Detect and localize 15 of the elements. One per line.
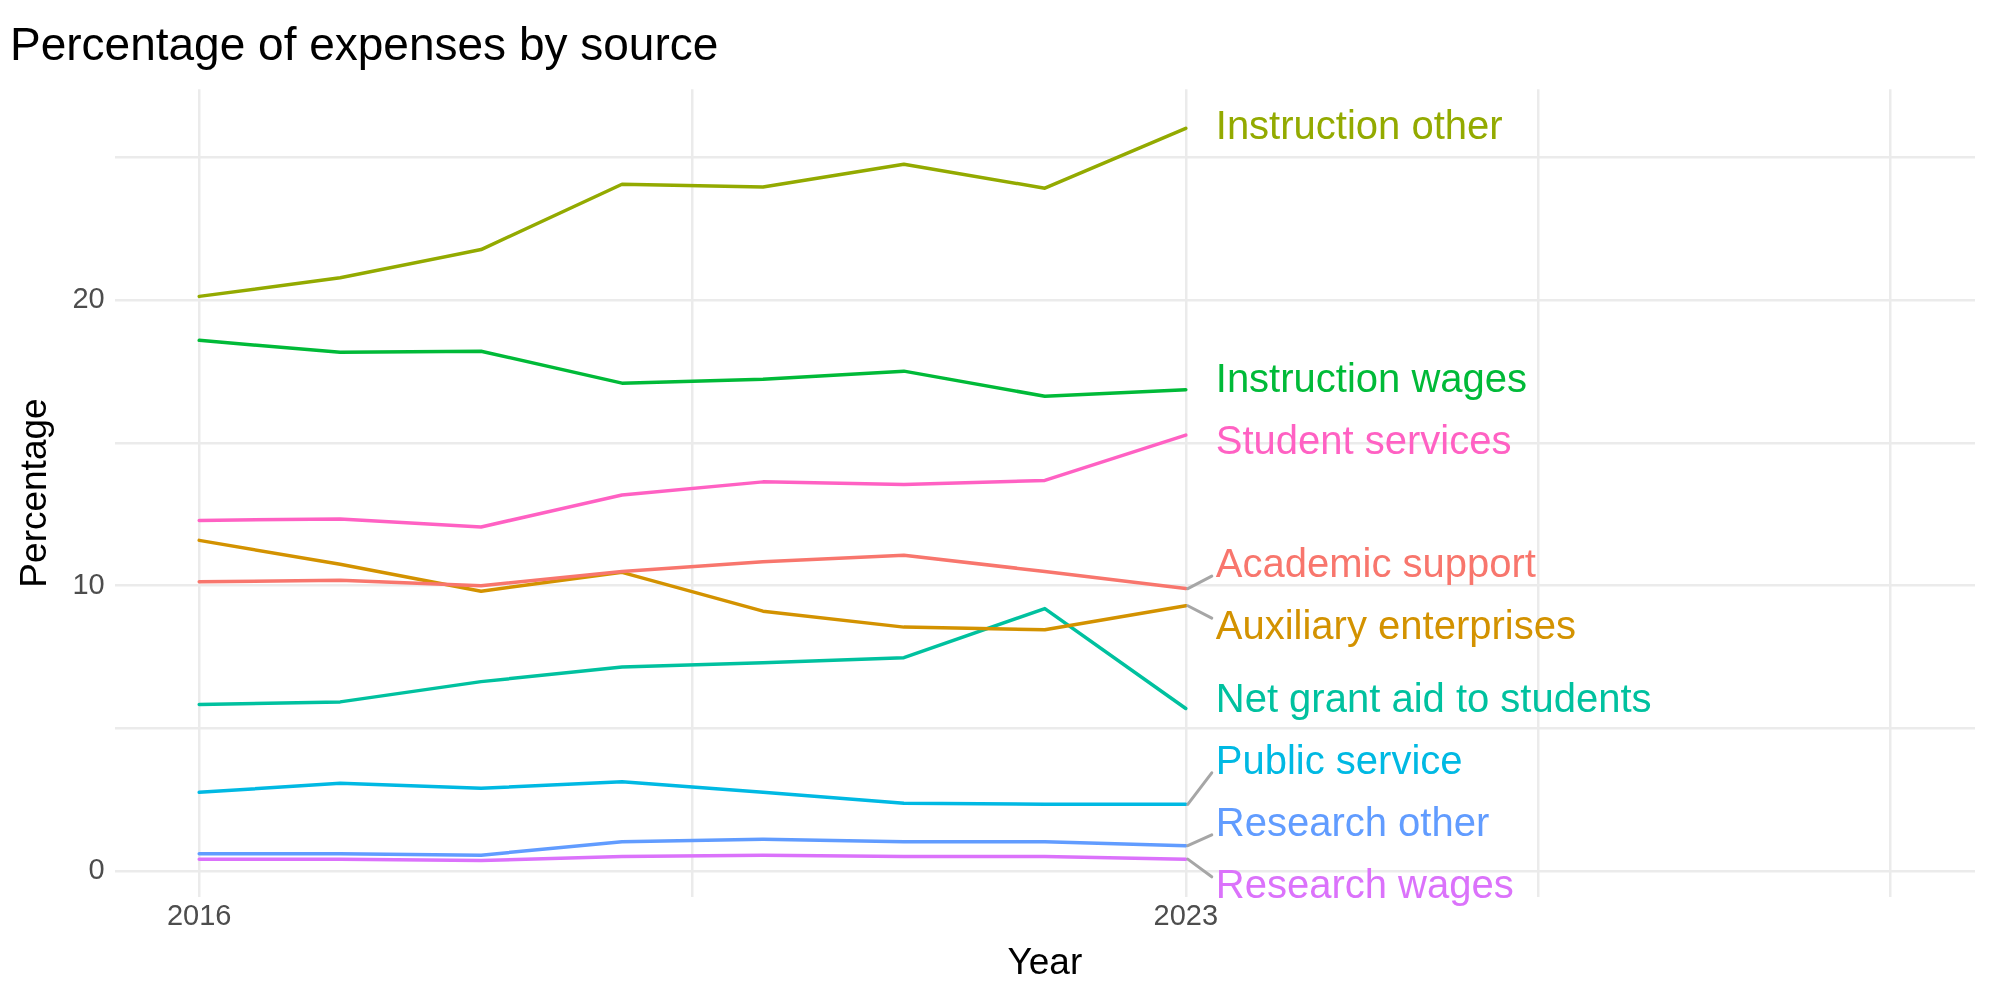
series-label: Student services — [1215, 418, 1512, 463]
y-tick-label: 10 — [72, 567, 105, 600]
y-axis-title: Percentage — [13, 398, 55, 588]
y-tick-label: 0 — [88, 853, 105, 886]
series-label: Public service — [1215, 737, 1463, 782]
series-label: Instruction wages — [1215, 356, 1528, 401]
x-tick-label: 2016 — [166, 899, 232, 932]
chart-title: Percentage of expenses by source — [10, 18, 719, 71]
series-label: Instruction other — [1215, 103, 1503, 148]
y-tick-label: 20 — [72, 282, 105, 315]
x-axis-title: Year — [1007, 941, 1083, 982]
series-label: Net grant aid to students — [1215, 675, 1652, 720]
series-label: Research other — [1215, 799, 1490, 844]
series-label: Auxiliary enterprises — [1215, 603, 1576, 648]
series-label: Academic support — [1215, 541, 1536, 586]
